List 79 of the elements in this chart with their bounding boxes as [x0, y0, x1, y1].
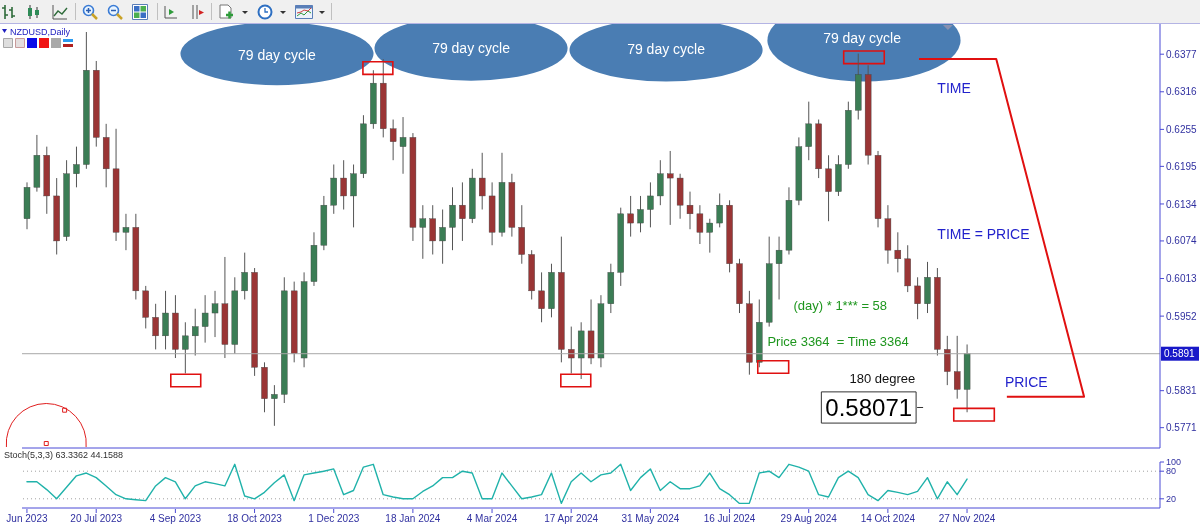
candlestick [686, 191, 694, 230]
candlestick [696, 204, 704, 245]
x-tick-label: 29 Aug 2024 [780, 513, 838, 525]
candlestick [775, 236, 783, 300]
y-tick-label: 0.6255 [1166, 123, 1198, 135]
candlestick [122, 213, 130, 251]
annotation: 79 day cycle [432, 40, 511, 57]
x-tick-label: Jun 2023 [6, 513, 48, 525]
candlestick [271, 384, 278, 427]
candlestick [152, 303, 159, 350]
candlestick [894, 231, 902, 273]
line-series [26, 463, 968, 505]
x-tick-label: 20 Jul 2023 [70, 513, 123, 525]
y-tick-label: 20 [1166, 493, 1177, 504]
x-tick-label: 31 May 2024 [621, 513, 680, 525]
y-tick-label: 80 [1166, 466, 1177, 477]
annotation: 79 day cycle [238, 46, 317, 63]
candlestick [716, 192, 723, 228]
candlestick [568, 326, 575, 374]
annotation: (day) * 1*** = 58 [793, 298, 888, 314]
chart-title: NZDUSD,Daily [10, 27, 71, 37]
candlestick [439, 209, 446, 265]
annotation: TIME [937, 79, 971, 96]
annotation: Price 3364 = Time 3364 [767, 334, 909, 350]
x-tick-label: 17 Apr 2024 [544, 513, 599, 525]
candlestick [211, 290, 219, 338]
candlestick [201, 294, 209, 344]
chart-title: Stoch(5,3,3) 63.3362 44.1588 [4, 450, 124, 461]
x-tick-label: 27 Nov 2024 [938, 513, 996, 525]
y-tick-label: 0.6134 [1166, 198, 1198, 210]
candlestick [647, 181, 654, 228]
candlestick [805, 101, 812, 161]
candlestick [192, 308, 199, 357]
annotation: 180 degree [849, 371, 916, 387]
candlestick [706, 218, 713, 254]
y-tick-label: 100 [1166, 457, 1182, 468]
ref-line-label: 0.5891 [1164, 348, 1196, 360]
candlestick [73, 146, 80, 188]
candlestick [162, 290, 169, 350]
x-tick-label: 18 Oct 2023 [227, 513, 283, 525]
x-tick-label: 4 Mar 2024 [466, 513, 518, 525]
candlestick [944, 335, 951, 386]
candlestick [419, 204, 427, 260]
candlestick [667, 150, 674, 226]
candlestick [182, 321, 189, 374]
y-tick-label: 0.6013 [1166, 273, 1198, 285]
x-tick-label: 14 Oct 2024 [860, 513, 916, 525]
candlestick [637, 195, 644, 233]
y-tick-label: 0.5771 [1166, 422, 1198, 434]
annotation: TIME = PRICE [937, 225, 1030, 242]
candlestick [429, 204, 436, 255]
x-tick-label: 4 Sep 2023 [149, 513, 202, 525]
y-tick-label: 0.5952 [1166, 310, 1198, 322]
annotation: 79 day cycle [823, 30, 902, 47]
candlestick [627, 195, 634, 238]
y-tick-label: 0.6195 [1166, 160, 1198, 172]
candlestick [449, 186, 456, 251]
y-tick-label: 0.6316 [1166, 86, 1198, 98]
x-tick-label: 16 Jul 2024 [703, 513, 756, 525]
candlestick [399, 116, 407, 175]
candlestick [389, 119, 397, 161]
y-tick-label: 0.5831 [1166, 385, 1198, 397]
candlestick [241, 252, 248, 300]
y-tick-label: 0.6377 [1166, 48, 1198, 60]
candlestick [479, 152, 486, 210]
candlestick [340, 159, 347, 210]
candlestick [953, 335, 961, 400]
x-tick-label: 1 Dec 2023 [308, 513, 360, 525]
candlestick [538, 271, 545, 323]
annotation: PRICE [1004, 374, 1048, 391]
candlestick [459, 181, 466, 242]
annotation: 79 day cycle [627, 41, 706, 58]
candlestick [914, 276, 921, 320]
y-tick-label: 0.6074 [1166, 235, 1198, 247]
x-tick-label: 18 Jan 2024 [385, 513, 441, 525]
annotation: 0.58071 [825, 393, 913, 421]
candlestick [825, 154, 832, 222]
candlestick [657, 159, 664, 206]
candlestick [350, 164, 357, 228]
